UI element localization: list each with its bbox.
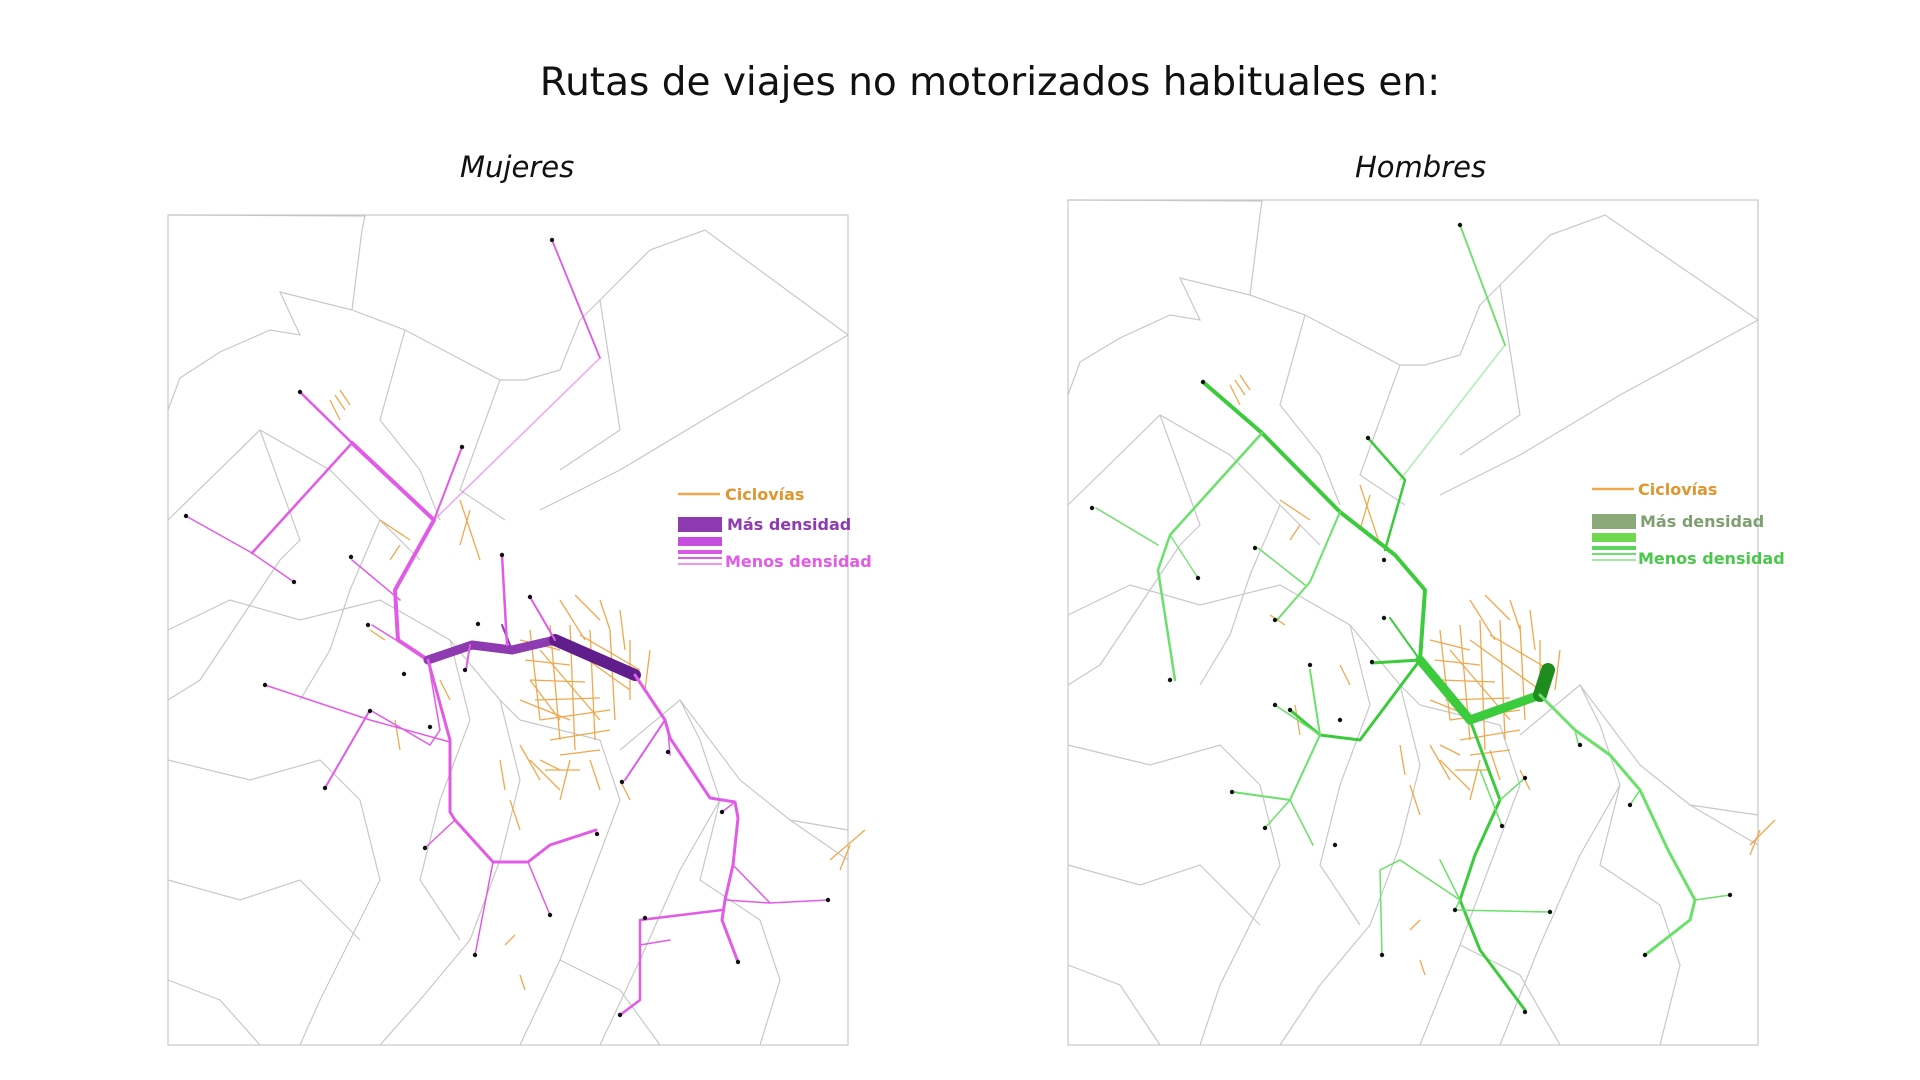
map-panel-mujeres: Ciclovías Más densidad Menos densidad (167, 214, 872, 1046)
legend-label-low: Menos densidad (1638, 549, 1785, 568)
origin-points (183, 237, 831, 1018)
routes-hombres (1095, 224, 1731, 1012)
legend-swatch-high (678, 517, 722, 532)
legend-swatch-mid (678, 537, 722, 546)
legend-label-low: Menos densidad (725, 552, 872, 571)
map-frame (1067, 199, 1759, 1046)
routes-mujeres (185, 239, 829, 1017)
legend-swatch-high (1592, 514, 1636, 529)
legend-label-high: Más densidad (1640, 512, 1764, 531)
legend-swatch-low (1592, 546, 1636, 550)
municipal-boundaries (167, 214, 849, 1046)
origin-points (1089, 222, 1733, 1015)
map-title-mujeres: Mujeres (460, 150, 575, 184)
legend-label-bike-lanes: Ciclovías (1638, 480, 1717, 499)
legend-swatch-mid (1592, 533, 1636, 542)
municipal-boundaries (1067, 199, 1759, 1046)
legend-label-high: Más densidad (727, 515, 851, 534)
map-panel-hombres: Ciclovías Más densidad Menos densidad (1067, 199, 1785, 1046)
map-title-hombres: Hombres (1355, 150, 1487, 184)
main-title: Rutas de viajes no motorizados habituale… (539, 60, 1441, 105)
legend-mujeres: Ciclovías Más densidad Menos densidad (678, 485, 872, 571)
bike-lanes (329, 389, 866, 991)
map-frame (167, 214, 849, 1046)
legend-hombres: Ciclovías Más densidad Menos densidad (1592, 480, 1785, 568)
legend-label-bike-lanes: Ciclovías (725, 485, 804, 504)
legend-swatch-low (678, 550, 722, 554)
